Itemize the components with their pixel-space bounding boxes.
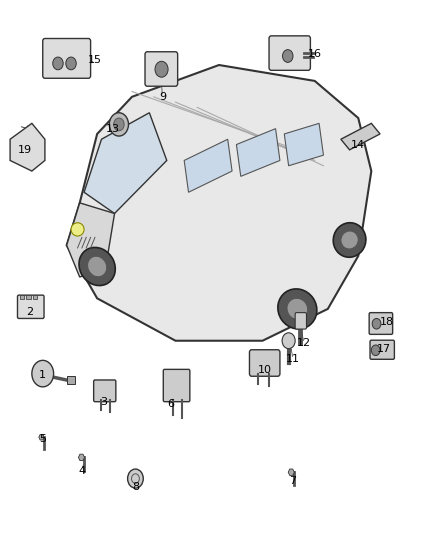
Text: 10: 10 <box>258 365 272 375</box>
Text: 3: 3 <box>100 397 107 407</box>
Circle shape <box>114 118 124 131</box>
FancyBboxPatch shape <box>370 340 394 359</box>
Polygon shape <box>341 123 380 150</box>
Text: 4: 4 <box>78 466 85 475</box>
Polygon shape <box>184 139 232 192</box>
Text: 9: 9 <box>159 92 166 102</box>
Text: 12: 12 <box>297 338 311 349</box>
Text: 5: 5 <box>39 434 46 444</box>
Circle shape <box>66 57 76 70</box>
Ellipse shape <box>287 298 308 320</box>
Ellipse shape <box>278 289 317 329</box>
Polygon shape <box>78 454 85 461</box>
Polygon shape <box>284 123 323 166</box>
Polygon shape <box>288 469 294 475</box>
Circle shape <box>282 333 295 349</box>
Polygon shape <box>237 128 280 176</box>
Polygon shape <box>84 113 167 214</box>
Circle shape <box>372 318 381 329</box>
Bar <box>20 295 24 300</box>
FancyBboxPatch shape <box>145 52 178 86</box>
Circle shape <box>110 113 128 136</box>
Text: 19: 19 <box>18 145 32 155</box>
Ellipse shape <box>71 223 84 236</box>
Polygon shape <box>39 434 44 440</box>
Circle shape <box>32 360 53 387</box>
Text: 11: 11 <box>286 354 300 364</box>
Circle shape <box>155 61 168 77</box>
Text: 16: 16 <box>308 50 322 59</box>
Text: 2: 2 <box>26 306 33 317</box>
Text: 13: 13 <box>106 124 120 134</box>
FancyBboxPatch shape <box>18 295 44 318</box>
FancyBboxPatch shape <box>163 369 190 402</box>
Text: 17: 17 <box>377 344 392 354</box>
Circle shape <box>371 345 380 356</box>
Circle shape <box>127 469 143 488</box>
Circle shape <box>283 50 293 62</box>
FancyBboxPatch shape <box>94 380 116 402</box>
Ellipse shape <box>341 231 358 249</box>
Text: 8: 8 <box>133 481 140 491</box>
Polygon shape <box>67 65 371 341</box>
Text: 15: 15 <box>88 55 102 64</box>
Polygon shape <box>67 203 115 277</box>
Text: 6: 6 <box>168 399 175 409</box>
Text: 14: 14 <box>351 140 365 150</box>
FancyBboxPatch shape <box>43 38 91 78</box>
Text: 1: 1 <box>39 370 46 380</box>
Ellipse shape <box>333 223 366 257</box>
Bar <box>67 376 75 384</box>
Text: 18: 18 <box>379 317 394 327</box>
Text: 7: 7 <box>290 477 297 486</box>
Bar <box>33 295 37 300</box>
Circle shape <box>53 57 63 70</box>
Ellipse shape <box>88 256 107 277</box>
FancyBboxPatch shape <box>250 350 280 376</box>
FancyBboxPatch shape <box>369 313 392 334</box>
FancyBboxPatch shape <box>269 36 311 70</box>
FancyBboxPatch shape <box>295 313 307 329</box>
Bar <box>26 295 31 300</box>
Polygon shape <box>10 123 45 171</box>
Ellipse shape <box>79 247 115 286</box>
